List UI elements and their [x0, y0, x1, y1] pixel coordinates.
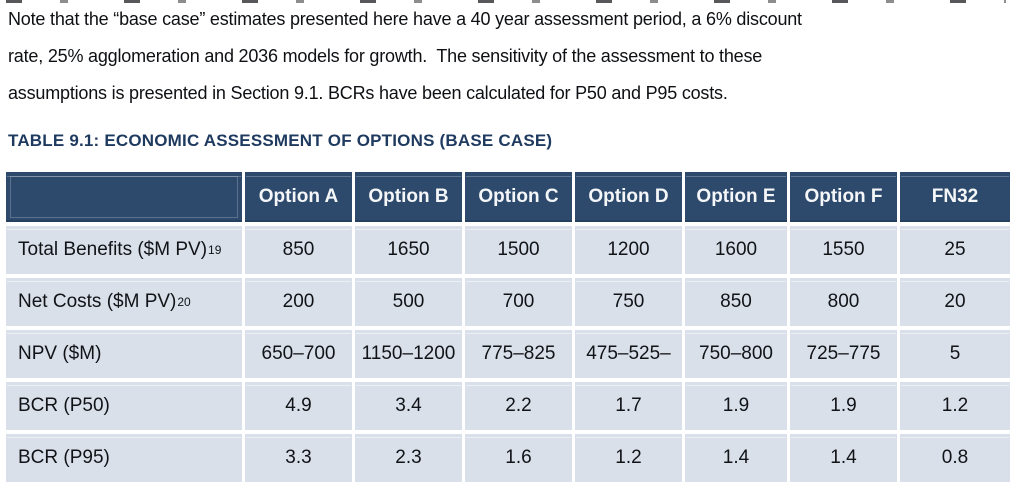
- paragraph-line: rate, 25% agglomeration and 2036 models …: [8, 46, 763, 66]
- table-cell: 3.4: [355, 382, 462, 430]
- table-cell: 0.8: [900, 434, 1010, 482]
- table-cell: 1.9: [685, 382, 787, 430]
- table-cell: 1.9: [790, 382, 897, 430]
- row-label-text: NPV ($M): [18, 343, 102, 364]
- cropped-line-remnant: [6, 0, 1006, 3]
- table-cell: 700: [465, 278, 572, 326]
- paragraph-line: Note that the “base case” estimates pres…: [8, 9, 802, 29]
- table-cell: 200: [245, 278, 352, 326]
- table-cell: 1.4: [685, 434, 787, 482]
- table-cell: 1200: [575, 226, 682, 274]
- row-label-text: Total Benefits ($M PV): [18, 239, 208, 260]
- table-cell: 1.4: [790, 434, 897, 482]
- table-cell: 1600: [685, 226, 787, 274]
- column-header-option-e: Option E: [685, 172, 787, 222]
- table-cell: 650–700: [245, 330, 352, 378]
- table-cell: 1500: [465, 226, 572, 274]
- table-cell: 2.3: [355, 434, 462, 482]
- table-cell: 1.2: [575, 434, 682, 482]
- row-label-net-costs: Net Costs ($M PV) 20: [6, 278, 242, 326]
- table-cell: 500: [355, 278, 462, 326]
- row-label-npv: NPV ($M): [6, 330, 242, 378]
- table-cell: 850: [685, 278, 787, 326]
- row-label-text: BCR (P95): [18, 447, 110, 468]
- row-label-bcr-p95: BCR (P95): [6, 434, 242, 482]
- table-cell: 750–800: [685, 330, 787, 378]
- economic-assessment-table: Option A Option B Option C Option D Opti…: [6, 172, 1010, 482]
- table-cell: 725–775: [790, 330, 897, 378]
- body-paragraph: Note that the “base case” estimates pres…: [8, 1, 968, 112]
- column-header-option-d: Option D: [575, 172, 682, 222]
- column-header-option-a: Option A: [245, 172, 352, 222]
- table-cell: 775–825: [465, 330, 572, 378]
- column-header-option-f: Option F: [790, 172, 897, 222]
- table-cell: 4.9: [245, 382, 352, 430]
- table-cell: 475–525–: [575, 330, 682, 378]
- column-header-option-c: Option C: [465, 172, 572, 222]
- column-header-blank: [6, 172, 242, 222]
- table-cell: 2.2: [465, 382, 572, 430]
- table-cell: 25: [900, 226, 1010, 274]
- table-cell: 5: [900, 330, 1010, 378]
- table-cell: 20: [900, 278, 1010, 326]
- table-cell: 800: [790, 278, 897, 326]
- row-label-bcr-p50: BCR (P50): [6, 382, 242, 430]
- row-label-text: BCR (P50): [18, 395, 110, 416]
- table-cell: 1550: [790, 226, 897, 274]
- table-cell: 1.6: [465, 434, 572, 482]
- table-cell: 3.3: [245, 434, 352, 482]
- column-header-fn32: FN32: [900, 172, 1010, 222]
- table-caption: TABLE 9.1: ECONOMIC ASSESSMENT OF OPTION…: [8, 131, 553, 150]
- table-cell: 750: [575, 278, 682, 326]
- table-cell: 1650: [355, 226, 462, 274]
- table-cell: 1.2: [900, 382, 1010, 430]
- row-label-text: Net Costs ($M PV): [18, 291, 177, 312]
- paragraph-line: assumptions is presented in Section 9.1.…: [8, 83, 728, 103]
- row-label-total-benefits: Total Benefits ($M PV) 19: [6, 226, 242, 274]
- table-cell: 1150–1200: [355, 330, 462, 378]
- table-cell: 850: [245, 226, 352, 274]
- table-cell: 1.7: [575, 382, 682, 430]
- column-header-option-b: Option B: [355, 172, 462, 222]
